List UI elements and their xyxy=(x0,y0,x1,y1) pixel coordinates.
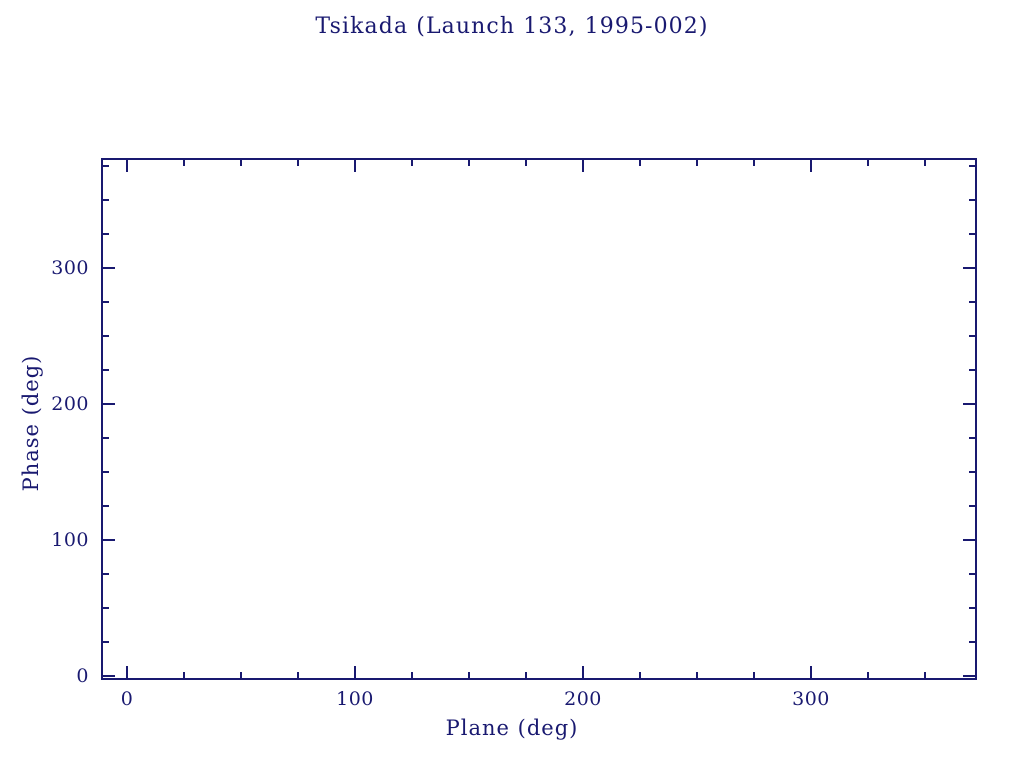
x-tick-label-200: 200 xyxy=(564,688,602,710)
x-tick-label-100: 100 xyxy=(336,688,374,710)
plot-box xyxy=(101,158,977,680)
x-axis-label: Plane (deg) xyxy=(445,716,579,740)
y-tick-label-300: 300 xyxy=(51,257,89,279)
page-title: Tsikada (Launch 133, 1995-002) xyxy=(315,14,709,39)
y-axis-ticks-left xyxy=(102,165,115,677)
x-axis-ticks-bottom xyxy=(126,666,926,679)
y-tick-label-0: 0 xyxy=(76,665,89,687)
x-axis-ticks-top xyxy=(126,159,926,172)
y-tick-label-100: 100 xyxy=(51,529,89,551)
x-tick-label-0: 0 xyxy=(120,688,134,710)
plot-data-area xyxy=(102,159,975,678)
x-tick-label-300: 300 xyxy=(792,688,830,710)
y-axis-label: Phase (deg) xyxy=(19,354,43,492)
y-tick-label-200: 200 xyxy=(51,393,89,415)
y-axis-ticks-right xyxy=(963,165,976,677)
